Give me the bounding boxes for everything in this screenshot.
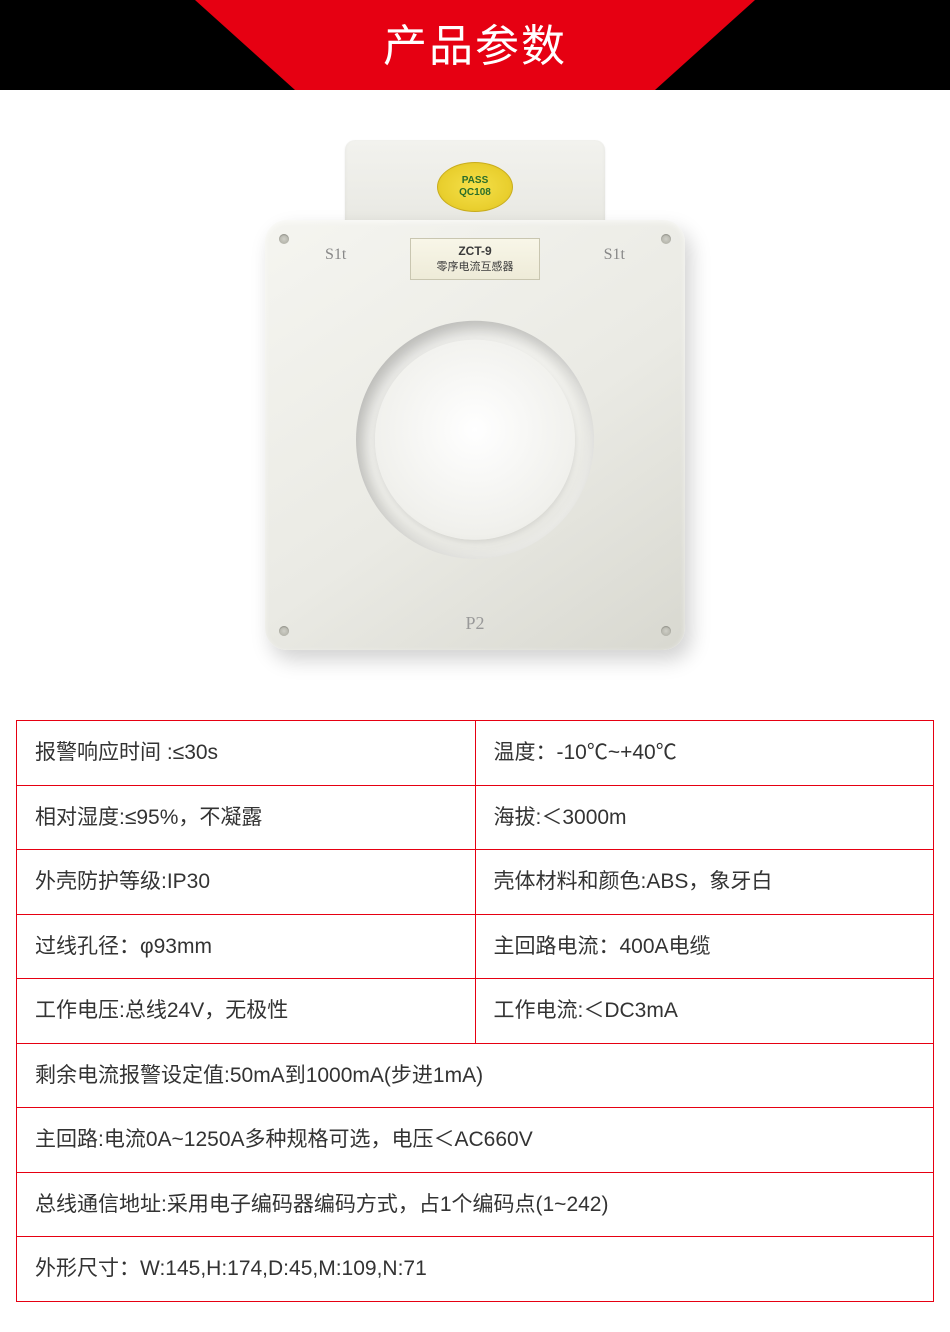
table-row: 外壳防护等级:IP30壳体材料和颜色:ABS，象牙白	[17, 850, 934, 915]
sticker-code: QC108	[459, 187, 491, 199]
sticker-pass: PASS	[462, 175, 489, 187]
spec-cell: 主回路电流：400A电缆	[475, 914, 934, 979]
spec-cell: 工作电流:＜DC3mA	[475, 979, 934, 1044]
product-illustration: PASS QC108 S1t S1t ZCT-9 零序电流互感器 P2	[255, 140, 695, 660]
spec-cell: 壳体材料和颜色:ABS，象牙白	[475, 850, 934, 915]
spec-cell: 过线孔径：φ93mm	[17, 914, 476, 979]
screw-icon	[661, 234, 671, 244]
spec-cell: 工作电压:总线24V，无极性	[17, 979, 476, 1044]
table-row: 主回路:电流0A~1250A多种规格可选，电压＜AC660V	[17, 1108, 934, 1173]
product-image-area: PASS QC108 S1t S1t ZCT-9 零序电流互感器 P2	[0, 90, 950, 710]
terminal-mark-right: S1t	[604, 246, 625, 264]
terminal-mark-bottom: P2	[465, 613, 484, 634]
spec-cell: 报警响应时间 :≤30s	[17, 721, 476, 786]
page-title: 产品参数	[383, 10, 567, 74]
device-aperture-inner	[375, 340, 575, 540]
device-body: S1t S1t ZCT-9 零序电流互感器 P2	[265, 220, 685, 650]
table-row: 过线孔径：φ93mm主回路电流：400A电缆	[17, 914, 934, 979]
screw-icon	[279, 626, 289, 636]
table-row: 相对湿度:≤95%，不凝露海拔:＜3000m	[17, 785, 934, 850]
spec-cell: 海拔:＜3000m	[475, 785, 934, 850]
device-aperture	[356, 321, 594, 559]
header-banner-section: 产品参数	[0, 0, 950, 90]
spec-table: 报警响应时间 :≤30s温度：-10℃~+40℃相对湿度:≤95%，不凝露海拔:…	[16, 720, 934, 1302]
screw-icon	[661, 626, 671, 636]
table-row: 剩余电流报警设定值:50mA到1000mA(步进1mA)	[17, 1043, 934, 1108]
device-nameplate: ZCT-9 零序电流互感器	[410, 238, 540, 280]
spec-cell-full: 剩余电流报警设定值:50mA到1000mA(步进1mA)	[17, 1043, 934, 1108]
model-number: ZCT-9	[411, 243, 539, 260]
spec-cell-full: 外形尺寸：W:145,H:174,D:45,M:109,N:71	[17, 1237, 934, 1302]
table-row: 报警响应时间 :≤30s温度：-10℃~+40℃	[17, 721, 934, 786]
spec-cell-full: 主回路:电流0A~1250A多种规格可选，电压＜AC660V	[17, 1108, 934, 1173]
screw-icon	[279, 234, 289, 244]
table-row: 工作电压:总线24V，无极性工作电流:＜DC3mA	[17, 979, 934, 1044]
table-row: 总线通信地址:采用电子编码器编码方式，占1个编码点(1~242)	[17, 1172, 934, 1237]
qc-sticker: PASS QC108	[437, 162, 513, 212]
table-row: 外形尺寸：W:145,H:174,D:45,M:109,N:71	[17, 1237, 934, 1302]
spec-cell: 相对湿度:≤95%，不凝露	[17, 785, 476, 850]
device-top-cap: PASS QC108	[345, 140, 605, 230]
spec-cell-full: 总线通信地址:采用电子编码器编码方式，占1个编码点(1~242)	[17, 1172, 934, 1237]
model-desc: 零序电流互感器	[411, 260, 539, 275]
terminal-mark-left: S1t	[325, 246, 346, 264]
spec-cell: 外壳防护等级:IP30	[17, 850, 476, 915]
spec-cell: 温度：-10℃~+40℃	[475, 721, 934, 786]
